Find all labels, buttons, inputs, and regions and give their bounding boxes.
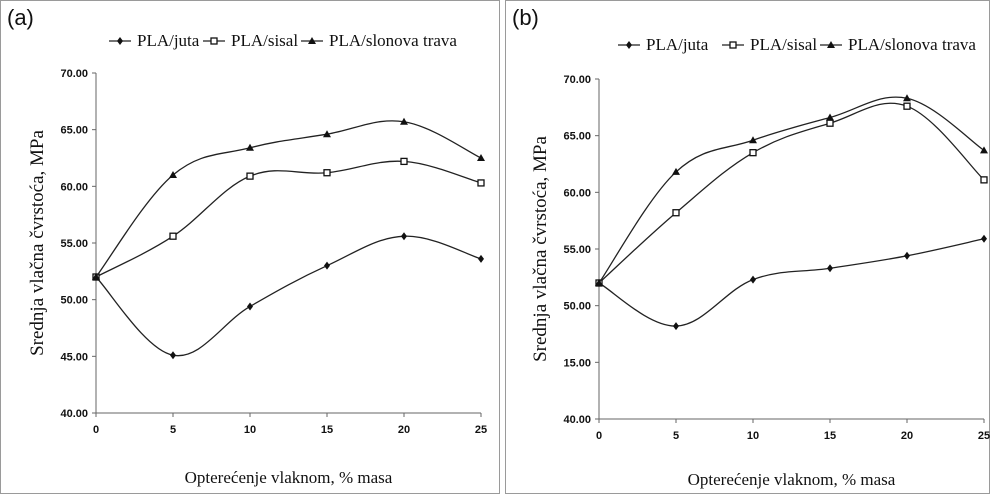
panel-label: (b) — [512, 5, 539, 30]
series-1 — [595, 102, 988, 287]
x-tick-label: 25 — [475, 424, 487, 436]
data-point — [749, 149, 757, 157]
y-axis-title: Srednja vlačna čvrstoća, MPa — [27, 130, 48, 356]
y-tick-label: 65.00 — [563, 131, 591, 143]
data-point — [324, 261, 330, 270]
y-tick-label: 70.00 — [60, 68, 88, 80]
series-2 — [595, 94, 988, 286]
data-point — [827, 264, 833, 273]
x-axis-title: Opterećenje vlaknom, % masa — [185, 468, 393, 487]
y-axis-title: Srednja vlačna čvrstoća, MPa — [530, 136, 551, 362]
data-point — [672, 209, 680, 217]
data-point — [323, 169, 331, 177]
series-line — [598, 102, 985, 284]
data-point — [247, 302, 253, 311]
x-tick-label: 20 — [398, 424, 410, 436]
data-point — [246, 172, 254, 180]
x-tick-label: 0 — [93, 424, 99, 436]
data-point — [981, 234, 987, 243]
legend-marker — [117, 37, 123, 45]
series-line — [598, 238, 985, 327]
data-point — [903, 102, 911, 110]
data-point — [169, 232, 177, 240]
data-point — [749, 136, 757, 144]
series-2 — [92, 117, 485, 280]
y-tick-label: 55.00 — [60, 238, 88, 250]
data-point — [826, 113, 834, 121]
data-point — [672, 167, 680, 175]
data-point — [980, 176, 988, 184]
x-axis-title: Opterećenje vlaknom, % masa — [688, 470, 896, 489]
series-line — [95, 120, 482, 278]
data-point — [477, 154, 485, 161]
y-tick-label: 70.00 — [563, 74, 591, 86]
legend-marker — [210, 37, 218, 45]
data-point — [595, 279, 603, 286]
data-point — [477, 179, 485, 187]
y-tick-label: 50.00 — [60, 295, 88, 307]
y-tick-label: 60.00 — [60, 181, 88, 193]
x-tick-label: 5 — [170, 424, 176, 436]
series-0 — [93, 232, 484, 360]
legend: PLA/juta PLA/sisal PLA/slonova trava — [109, 31, 457, 50]
legend-marker — [308, 37, 316, 44]
series-line — [95, 160, 482, 278]
x-tick-label: 15 — [824, 430, 836, 442]
chart-panel-b: (b) 40.00 15.00 50.00 55.00 60.00 65.00 70.00 0… — [505, 0, 990, 494]
x-tick-label: 20 — [901, 430, 913, 442]
y-tick-label: 65.00 — [60, 125, 88, 137]
x-tick-label: 10 — [747, 430, 759, 442]
y-tick-label: 55.00 — [563, 244, 591, 256]
y-tick-label: 40.00 — [60, 408, 88, 420]
series-line — [598, 96, 985, 284]
legend-label: PLA/sisal — [231, 31, 298, 50]
y-tick-label: 40.00 — [563, 414, 591, 426]
legend-label: PLA/juta — [646, 35, 709, 54]
series-0 — [596, 234, 987, 331]
y-tick-label: 15.00 — [563, 357, 591, 369]
data-point — [170, 351, 176, 360]
data-point — [323, 130, 331, 138]
data-point — [903, 94, 911, 102]
data-point — [400, 117, 408, 125]
x-tick-label: 15 — [321, 424, 333, 436]
chart-b-svg: 40.00 15.00 50.00 55.00 60.00 65.00 70.00 0 5 10 1… — [530, 35, 990, 489]
y-tick-label: 50.00 — [563, 301, 591, 313]
x-tick-label: 10 — [244, 424, 256, 436]
legend-marker — [827, 41, 835, 48]
data-point — [750, 275, 756, 284]
series-line — [95, 235, 482, 357]
legend-marker — [626, 41, 632, 49]
x-tick-label: 0 — [596, 430, 602, 442]
series-1 — [92, 157, 485, 281]
y-tick-label: 60.00 — [563, 187, 591, 199]
data-point — [980, 146, 988, 154]
data-point — [401, 232, 407, 241]
data-point — [169, 171, 177, 178]
legend: PLA/juta PLA/sisal PLA/slonova trava — [618, 35, 976, 54]
data-point — [400, 157, 408, 166]
data-point — [673, 322, 679, 331]
legend-label: PLA/slonova trava — [329, 31, 457, 50]
y-tick-label: 45.00 — [60, 351, 88, 363]
legend-label: PLA/slonova trava — [848, 35, 976, 54]
legend-label: PLA/juta — [137, 31, 200, 50]
legend-label: PLA/sisal — [750, 35, 817, 54]
data-point — [826, 119, 834, 127]
data-point — [904, 251, 910, 260]
chart-a-svg: 40.00 45.00 50.00 55.00 60.00 65.00 70.00 0 5 10 1… — [27, 31, 487, 487]
x-tick-label: 5 — [673, 430, 679, 442]
data-point — [478, 254, 484, 263]
data-point — [92, 273, 100, 280]
chart-panel-a: (a) 40.00 45.00 50.00 55.00 60.00 65.00 70.00 0… — [0, 0, 500, 494]
data-point — [246, 143, 254, 151]
panel-label: (a) — [7, 5, 34, 30]
x-tick-label: 25 — [978, 430, 990, 442]
legend-marker — [729, 41, 737, 49]
